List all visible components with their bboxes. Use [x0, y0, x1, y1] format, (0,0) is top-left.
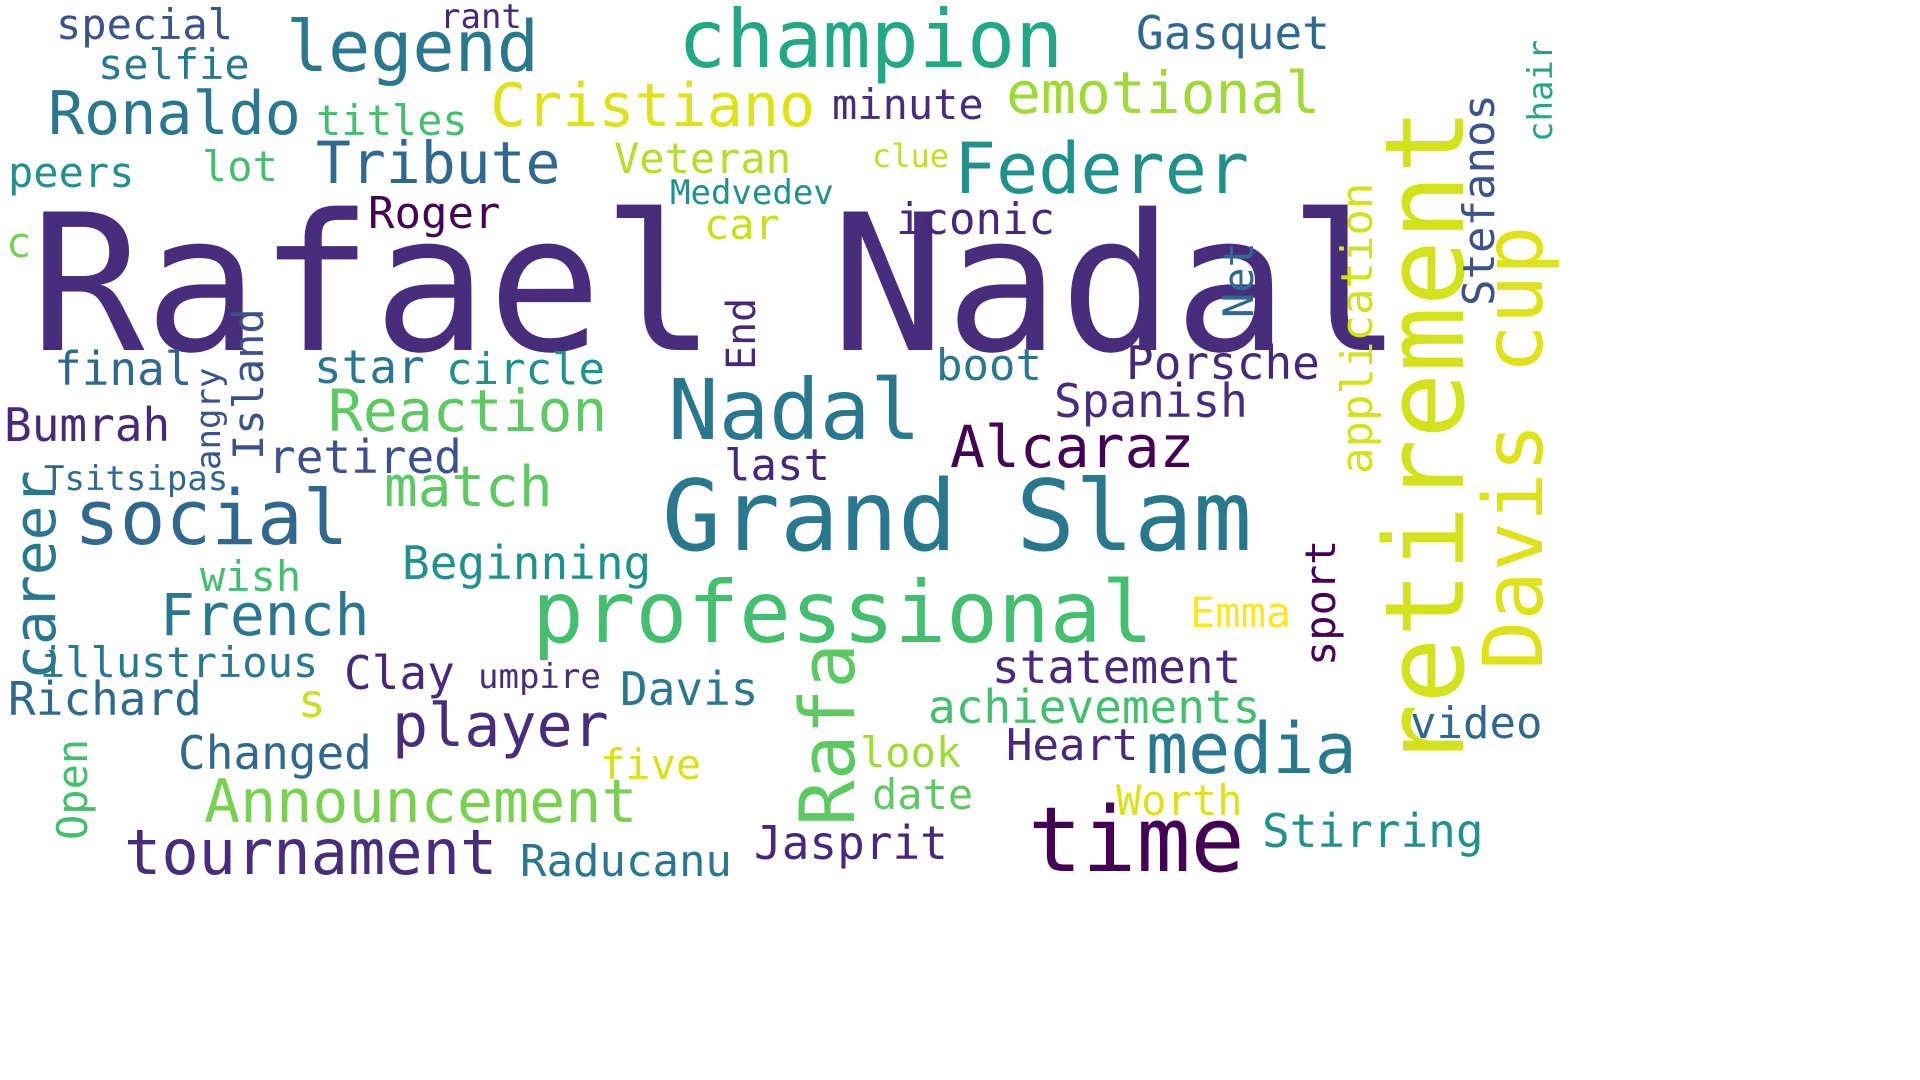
word-net: Net: [1214, 242, 1263, 318]
word-time: time: [1028, 788, 1245, 893]
word-lot: lot: [202, 142, 278, 191]
word-boot: boot: [936, 340, 1042, 391]
word-jasprit: Jasprit: [754, 816, 948, 870]
word-career: career: [1, 470, 69, 680]
word-video: video: [1410, 698, 1543, 749]
word-look: look: [860, 728, 962, 777]
word-rafa: Rafa: [783, 642, 872, 826]
word-open: Open: [48, 738, 97, 840]
word-champion: champion: [678, 0, 1064, 86]
word-player: player: [392, 691, 609, 761]
word-cristiano: Cristiano: [490, 71, 816, 141]
word-umpire: umpire: [478, 657, 601, 697]
word-raducanu: Raducanu: [520, 836, 732, 887]
word-angry: angry: [189, 367, 229, 470]
word-final: final: [54, 342, 193, 396]
word-stirring: Stirring: [1262, 804, 1484, 858]
word-richard: Richard: [8, 672, 202, 726]
word-medvedev: Medvedev: [670, 173, 834, 213]
word-nadal: Nadal: [668, 361, 921, 459]
word-c: c: [6, 218, 32, 267]
word-reaction: Reaction: [328, 377, 608, 445]
word-stefanos: Stefanos: [1454, 94, 1505, 306]
word-media: media: [1146, 708, 1357, 790]
word-veteran: Veteran: [614, 134, 792, 183]
word-beginning: Beginning: [402, 536, 652, 590]
word-spanish: Spanish: [1054, 374, 1248, 428]
word-tribute: Tribute: [316, 129, 561, 197]
word-announcement: Announcement: [204, 767, 638, 837]
word-alcaraz: Alcaraz: [950, 413, 1195, 481]
word-star: star: [314, 340, 425, 394]
word-special: special: [56, 0, 234, 49]
word-wish: wish: [200, 552, 302, 601]
word-professional: professional: [532, 563, 1154, 663]
word-clue: clue: [872, 137, 950, 175]
word-island: Island: [224, 308, 273, 460]
word-statement: statement: [992, 640, 1242, 694]
word-rant: rant: [440, 0, 522, 37]
word-retired: retired: [268, 430, 462, 484]
word-five: five: [600, 740, 702, 789]
word-social: social: [74, 473, 349, 562]
word-tournament: tournament: [124, 816, 498, 889]
word-davis: Davis: [620, 662, 759, 716]
word-grand-slam: Grand Slam: [662, 460, 1253, 574]
word-tsitsipas: Tsitsipas: [44, 459, 229, 499]
word-peers: peers: [8, 148, 135, 197]
word-federer: Federer: [954, 128, 1250, 210]
word-rafael-nadal: Rafael Nadal: [30, 174, 1403, 395]
word-french: French: [160, 581, 370, 649]
word-s: s: [298, 674, 326, 728]
word-roger: Roger: [368, 188, 501, 239]
word-legend: legend: [286, 6, 539, 88]
word-sport: sport: [1296, 539, 1345, 666]
word-date: date: [872, 770, 974, 819]
word-car: car: [704, 200, 780, 249]
word-bumrah: Bumrah: [4, 398, 171, 452]
word-worth: Worth: [1116, 776, 1243, 825]
word-circle: circle: [446, 344, 605, 395]
word-ronaldo: Ronaldo: [48, 79, 301, 149]
word-clay: Clay: [344, 646, 455, 700]
word-titles: titles: [316, 96, 468, 145]
word-changed: Changed: [178, 726, 372, 780]
word-last: last: [724, 440, 830, 491]
word-gasquet: Gasquet: [1136, 6, 1330, 60]
word-achievements: achievements: [928, 680, 1261, 734]
word-iconic: iconic: [896, 194, 1055, 245]
word-illustrious: illustrious: [40, 638, 319, 687]
word-match: match: [384, 455, 553, 520]
word-emotional: emotional: [1006, 59, 1321, 127]
word-heart: Heart: [1006, 720, 1139, 771]
word-porsche: Porsche: [1126, 336, 1320, 390]
word-selfie: selfie: [98, 40, 250, 89]
word-chair: chair: [1521, 39, 1561, 142]
word-emma: Emma: [1190, 588, 1292, 637]
word-end: End: [719, 297, 765, 370]
word-application: application: [1332, 182, 1383, 474]
word-minute: minute: [832, 80, 984, 129]
